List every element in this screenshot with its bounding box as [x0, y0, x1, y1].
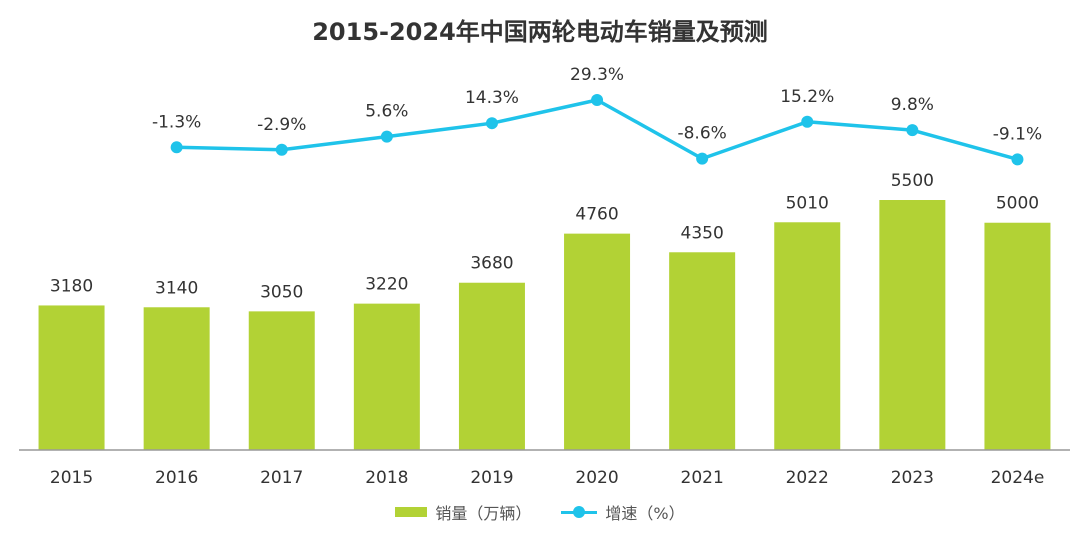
bar-value-label-2019: 3680 — [470, 254, 513, 274]
x-tick-2016: 2016 — [155, 468, 198, 488]
growth-point-2019[interactable] — [485, 117, 498, 130]
growth-label-2024e: -9.1% — [993, 124, 1042, 144]
bar-2018[interactable] — [353, 303, 420, 450]
growth-label-2016: -1.3% — [152, 112, 201, 132]
x-tick-2017: 2017 — [260, 468, 303, 488]
chart-plot-area: 3180 3140 3050 3220 3680 4760 4350 5010 5500 5000… — [19, 65, 1070, 488]
growth-label-2023: 9.8% — [891, 95, 934, 115]
bar-2022[interactable] — [774, 222, 841, 450]
growth-point-2016[interactable] — [170, 141, 183, 154]
bar-value-label-2016: 3140 — [155, 278, 198, 298]
chart-title: 2015-2024年中国两轮电动车销量及预测 — [312, 18, 768, 46]
legend-label-growth: 增速（%） — [605, 504, 685, 523]
x-tick-2020: 2020 — [575, 468, 618, 488]
legend-bar-swatch — [395, 507, 428, 517]
bar-value-label-2023: 5500 — [891, 171, 934, 191]
bar-2017[interactable] — [248, 311, 315, 450]
bar-value-label-2018: 3220 — [365, 275, 408, 295]
x-tick-2015: 2015 — [50, 468, 93, 488]
bar-value-label-2021: 4350 — [681, 223, 724, 243]
x-tick-labels: 2015 2016 2017 2018 2019 2020 2021 2022 2023 2024… — [50, 468, 1044, 488]
bar-value-label-2015: 3180 — [50, 276, 93, 296]
growth-point-2017[interactable] — [275, 143, 288, 156]
growth-label-2021: -8.6% — [677, 124, 726, 144]
growth-point-2020[interactable] — [591, 94, 604, 107]
bar-2023[interactable] — [879, 200, 946, 450]
growth-label-2018: 5.6% — [365, 102, 408, 122]
growth-label-2019: 14.3% — [465, 88, 519, 108]
growth-point-2022[interactable] — [801, 115, 814, 128]
bar-value-label-2020: 4760 — [575, 205, 618, 225]
bar-2015[interactable] — [38, 305, 105, 450]
bar-value-label-2017: 3050 — [260, 282, 303, 302]
x-tick-2023: 2023 — [891, 468, 934, 488]
growth-point-2021[interactable] — [696, 152, 709, 165]
legend-item-sales[interactable]: 销量（万辆） — [395, 500, 531, 524]
bar-2024e[interactable] — [984, 222, 1051, 450]
bar-2021[interactable] — [669, 252, 736, 450]
x-tick-2022: 2022 — [786, 468, 829, 488]
bar-2019[interactable] — [458, 282, 525, 450]
x-tick-2018: 2018 — [365, 468, 408, 488]
bars-layer: 3180 3140 3050 3220 3680 4760 4350 5010 5500 5000 — [38, 171, 1051, 450]
growth-line-layer: -1.3% -2.9% 5.6% 14.3% 29.3% -8.6% 15.2% 9.8% -9… — [152, 65, 1042, 166]
growth-point-2024e[interactable] — [1011, 153, 1024, 166]
legend-item-growth[interactable]: 增速（%） — [561, 500, 685, 524]
x-tick-2021: 2021 — [681, 468, 724, 488]
bar-value-label-2024e: 5000 — [996, 194, 1039, 214]
legend-line-swatch — [561, 506, 598, 518]
growth-label-2022: 15.2% — [780, 87, 834, 107]
x-tick-2024e: 2024e — [991, 468, 1045, 488]
bar-value-label-2022: 5010 — [786, 193, 829, 213]
growth-label-2017: -2.9% — [257, 115, 306, 135]
x-tick-2019: 2019 — [470, 468, 513, 488]
legend-label-sales: 销量（万辆） — [435, 504, 532, 523]
legend: 销量（万辆） 增速（%） — [0, 500, 1080, 524]
bar-2016[interactable] — [143, 307, 210, 450]
growth-label-2020: 29.3% — [570, 65, 624, 85]
growth-point-2018[interactable] — [380, 130, 393, 143]
bar-2020[interactable] — [564, 233, 631, 450]
growth-point-2023[interactable] — [906, 124, 919, 137]
